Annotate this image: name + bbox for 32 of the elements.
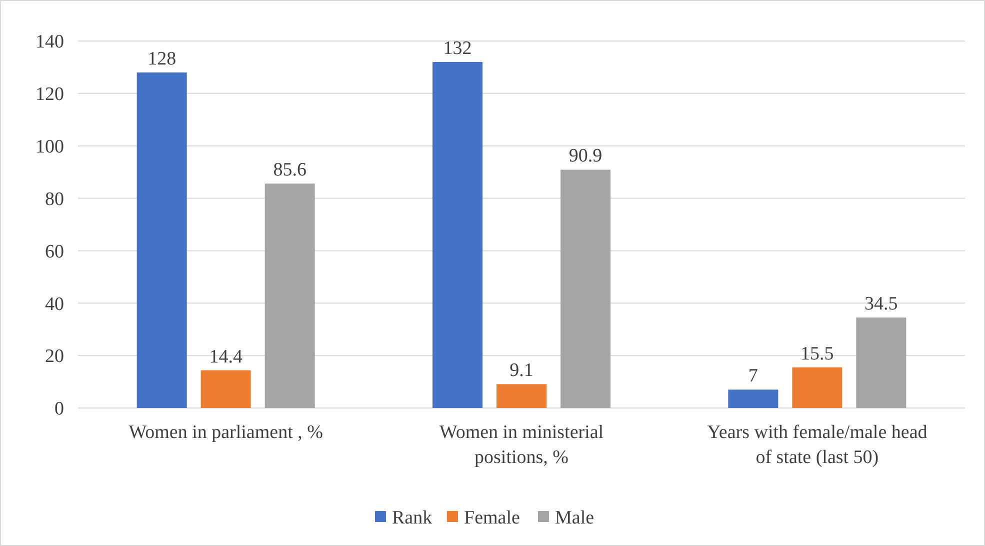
bar bbox=[432, 62, 482, 408]
y-tick-label: 20 bbox=[45, 346, 64, 368]
y-tick-label: 100 bbox=[36, 136, 64, 158]
data-label: 15.5 bbox=[800, 343, 834, 364]
bar bbox=[560, 170, 610, 408]
data-label: 90.9 bbox=[568, 146, 602, 167]
data-label: 128 bbox=[148, 48, 176, 70]
bar bbox=[264, 184, 315, 408]
data-label: 14.4 bbox=[209, 346, 243, 368]
y-tick-label: 40 bbox=[45, 294, 64, 315]
legend-label: Female bbox=[464, 508, 520, 529]
bar bbox=[136, 72, 187, 408]
x-tick-label: Years with female/male head of state (last 50) bbox=[707, 422, 928, 468]
legend-label: Rank bbox=[392, 508, 433, 529]
bar bbox=[792, 367, 842, 408]
y-tick-label: 140 bbox=[36, 32, 64, 53]
bar bbox=[856, 318, 906, 408]
legend-label: Male bbox=[555, 508, 594, 529]
bar bbox=[728, 390, 778, 408]
y-tick-label: 60 bbox=[45, 241, 64, 262]
data-label: 34.5 bbox=[864, 294, 898, 315]
y-tick-label: 0 bbox=[54, 398, 64, 420]
data-label: 85.6 bbox=[273, 160, 306, 181]
data-label: 7 bbox=[748, 366, 758, 387]
data-label: 9.1 bbox=[510, 360, 534, 382]
y-tick-label: 120 bbox=[36, 84, 64, 106]
x-tick-label: Women in parliament , % bbox=[128, 422, 324, 443]
bar bbox=[496, 384, 546, 408]
y-tick-label: 80 bbox=[45, 188, 64, 210]
x-tick-label: Women in ministerial positions, % bbox=[439, 422, 604, 468]
data-label: 132 bbox=[443, 38, 472, 59]
bar bbox=[200, 370, 251, 408]
